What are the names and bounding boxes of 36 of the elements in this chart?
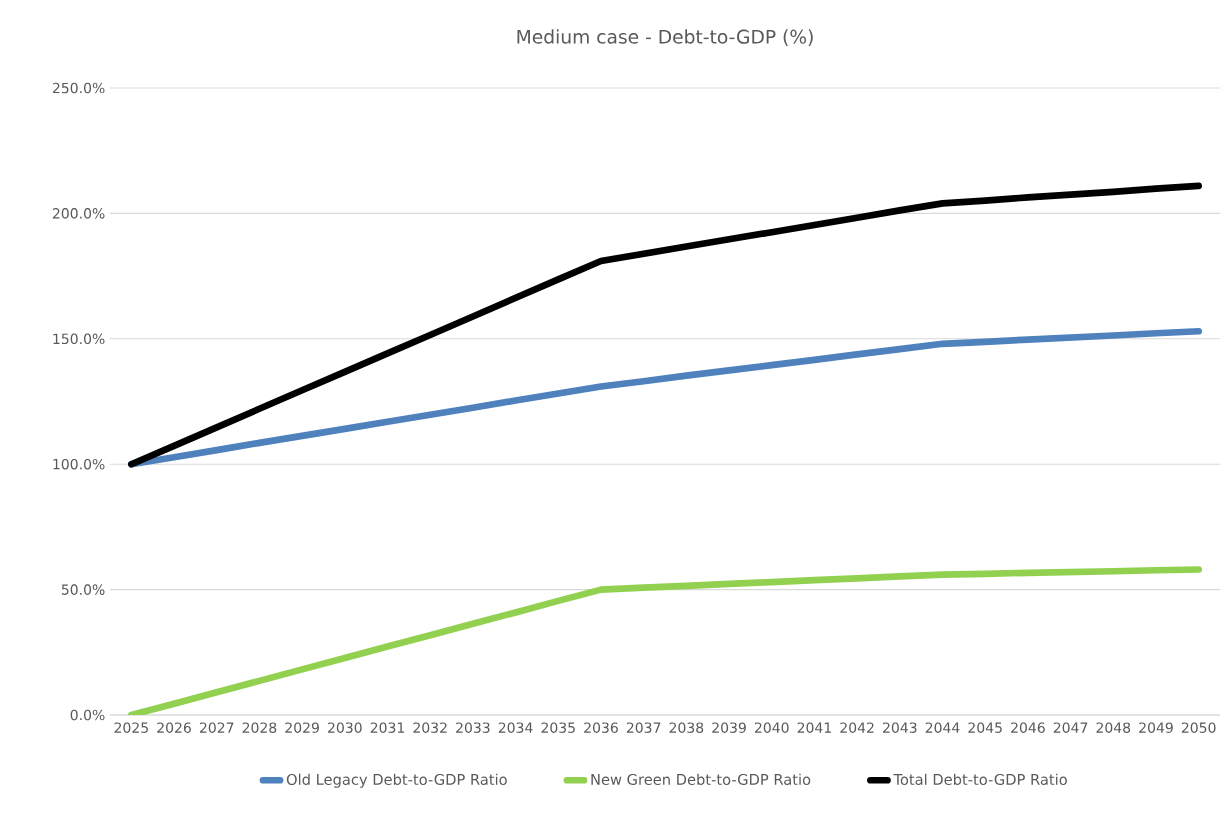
x-tick-label: 2033 bbox=[456, 722, 490, 733]
legend-label: Total Debt-to-GDP Ratio bbox=[893, 773, 1067, 785]
x-tick-label: 2035 bbox=[541, 722, 575, 733]
x-tick-label: 2034 bbox=[498, 722, 533, 733]
x-tick-label: 2041 bbox=[797, 722, 831, 733]
y-tick-label: 50.0% bbox=[61, 584, 105, 595]
y-tick-label: 150.0% bbox=[53, 333, 105, 345]
x-tick-label: 2037 bbox=[626, 722, 661, 733]
x-tick-label: 2047 bbox=[1053, 722, 1088, 733]
x-tick-label: 2039 bbox=[712, 722, 746, 733]
x-tick-label: 2050 bbox=[1181, 722, 1216, 733]
x-tick-label: 2048 bbox=[1096, 722, 1131, 733]
y-tick-label: 250.0% bbox=[52, 82, 105, 94]
x-tick-label: 2046 bbox=[1011, 722, 1045, 733]
x-tick-label: 2043 bbox=[883, 722, 917, 733]
x-tick-label: 2028 bbox=[242, 722, 277, 733]
y-tick-label: 100.0% bbox=[53, 458, 105, 470]
x-tick-label: 2038 bbox=[669, 722, 704, 733]
x-tick-label: 2025 bbox=[114, 722, 148, 733]
y-tick-label: 0.0% bbox=[70, 709, 105, 721]
legend-label: New Green Debt-to-GDP Ratio bbox=[591, 773, 811, 785]
x-tick-label: 2042 bbox=[840, 722, 874, 733]
x-tick-label: 2031 bbox=[370, 722, 405, 733]
chart-title: Medium case - Debt-to-GDP (%) bbox=[517, 29, 813, 46]
x-tick-label: 2045 bbox=[968, 722, 1002, 733]
x-tick-label: 2032 bbox=[413, 722, 447, 733]
x-tick-label: 2026 bbox=[157, 722, 191, 733]
x-tick-label: 2049 bbox=[1139, 722, 1173, 733]
x-tick-label: 2027 bbox=[199, 722, 234, 733]
x-tick-label: 2036 bbox=[584, 722, 618, 733]
x-tick-label: 2030 bbox=[328, 722, 362, 733]
x-tick-label: 2040 bbox=[754, 722, 789, 733]
x-tick-label: 2029 bbox=[285, 722, 319, 733]
legend-label: Old Legacy Debt-to-GDP Ratio bbox=[286, 773, 507, 788]
y-tick-label: 200.0% bbox=[52, 208, 105, 219]
x-tick-label: 2044 bbox=[925, 722, 960, 733]
